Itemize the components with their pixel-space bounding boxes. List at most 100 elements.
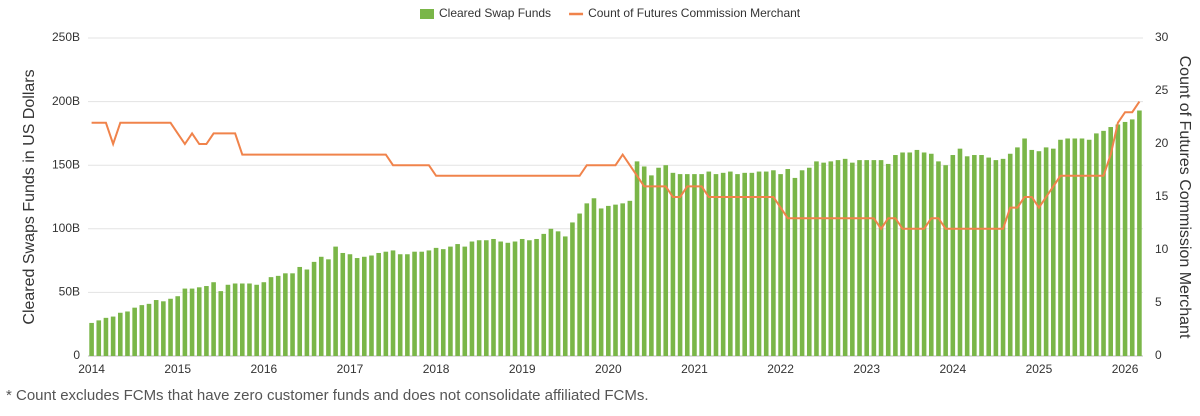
bar xyxy=(1065,138,1070,356)
bar xyxy=(161,301,166,356)
bar xyxy=(340,252,346,356)
bar xyxy=(964,156,970,356)
bar xyxy=(1029,149,1035,356)
bar xyxy=(756,171,762,356)
bar xyxy=(1036,151,1042,356)
bar xyxy=(146,303,152,356)
footnote: * Count excludes FCMs that have zero cus… xyxy=(6,387,649,404)
bar xyxy=(397,254,403,356)
bar xyxy=(878,160,884,356)
bar xyxy=(484,240,489,356)
bar xyxy=(649,175,654,356)
bar xyxy=(555,231,561,356)
bar xyxy=(1043,147,1049,356)
bar xyxy=(972,155,977,356)
bar xyxy=(735,174,740,356)
bar xyxy=(806,167,812,356)
bar xyxy=(103,317,109,356)
bar xyxy=(175,296,181,356)
bar xyxy=(771,170,776,356)
x-tick-label: 2024 xyxy=(939,362,966,376)
bar xyxy=(519,238,525,356)
bar xyxy=(369,255,374,356)
bar xyxy=(799,170,805,356)
bar xyxy=(326,259,331,356)
x-tick-label: 2025 xyxy=(1026,362,1053,376)
x-tick-label: 2022 xyxy=(767,362,794,376)
bar xyxy=(390,250,396,356)
legend-label: Count of Futures Commission Merchant xyxy=(588,6,801,20)
y-tick-label: 250B xyxy=(52,30,80,44)
bar xyxy=(232,283,238,356)
bar xyxy=(1007,153,1013,356)
bar xyxy=(656,167,661,356)
y2-tick-label: 20 xyxy=(1155,136,1169,150)
bar xyxy=(728,171,733,356)
x-tick-label: 2015 xyxy=(164,362,191,376)
bar xyxy=(505,242,511,356)
bar xyxy=(225,284,231,356)
bar xyxy=(692,174,697,356)
bar xyxy=(785,169,791,356)
bar xyxy=(405,254,410,356)
bar xyxy=(304,269,310,356)
bar xyxy=(168,298,173,356)
bar xyxy=(613,204,618,356)
y-tick-label: 150B xyxy=(52,157,80,171)
bar xyxy=(469,241,475,356)
bar xyxy=(562,236,568,356)
bar xyxy=(283,273,288,356)
y2-axis-title: Count of Futures Commission Merchant xyxy=(1176,56,1193,339)
bar xyxy=(240,283,245,356)
bar xyxy=(426,250,432,356)
bar xyxy=(247,283,252,356)
bar xyxy=(957,148,963,356)
bar xyxy=(641,166,647,356)
bar xyxy=(1094,133,1099,356)
bar xyxy=(383,251,389,356)
bar xyxy=(153,300,159,356)
bar xyxy=(110,316,116,356)
bar xyxy=(1137,110,1142,356)
bar xyxy=(713,174,719,356)
bar xyxy=(541,233,547,356)
bar xyxy=(117,312,123,356)
y2-tick-label: 5 xyxy=(1155,295,1162,309)
y-tick-label: 50B xyxy=(59,285,80,299)
bar xyxy=(928,153,934,356)
x-tick-label: 2017 xyxy=(337,362,364,376)
bar xyxy=(979,155,984,356)
bar xyxy=(512,241,518,356)
bar xyxy=(419,251,425,356)
bar xyxy=(534,238,539,356)
bar xyxy=(347,254,353,356)
bar xyxy=(527,240,532,356)
bar xyxy=(900,152,905,356)
legend-label: Cleared Swap Funds xyxy=(439,6,551,20)
line xyxy=(91,101,1141,231)
bar xyxy=(311,261,317,356)
bar xyxy=(663,165,669,356)
y2-tick-label: 10 xyxy=(1155,242,1169,256)
bar xyxy=(333,246,338,356)
bar xyxy=(670,172,676,356)
bar xyxy=(89,322,94,356)
bar xyxy=(620,203,625,356)
bar xyxy=(835,160,841,356)
bar xyxy=(936,161,941,356)
bar xyxy=(914,149,920,356)
bar xyxy=(821,162,826,356)
bar xyxy=(125,311,130,356)
x-tick-label: 2021 xyxy=(681,362,708,376)
bar xyxy=(1086,139,1092,356)
x-tick-label: 2026 xyxy=(1112,362,1139,376)
bar xyxy=(290,273,295,356)
bar xyxy=(354,258,360,356)
bar xyxy=(570,222,575,356)
bar xyxy=(1101,130,1106,356)
bar xyxy=(318,256,324,356)
bar xyxy=(677,174,683,356)
bar xyxy=(1058,139,1063,356)
bar xyxy=(275,275,281,356)
bar xyxy=(254,284,259,356)
